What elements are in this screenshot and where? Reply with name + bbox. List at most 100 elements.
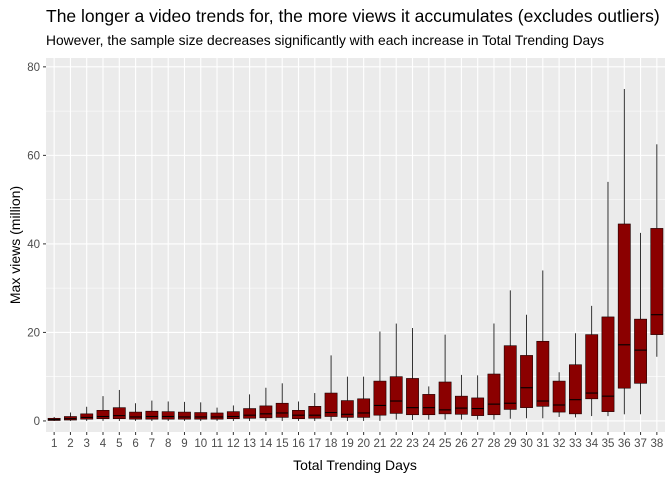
box-3: [80, 406, 94, 421]
box-iqr: [145, 410, 159, 420]
box-iqr: [601, 316, 615, 412]
box-iqr: [422, 394, 436, 416]
boxplot-series: [47, 88, 664, 421]
x-tick-label: 7: [149, 438, 155, 450]
y-tick-label: 40: [27, 239, 40, 251]
box-iqr: [340, 400, 354, 418]
box-17: [308, 393, 322, 421]
y-axis: 0 20 40 60 80: [27, 62, 46, 428]
x-tick-label: 26: [455, 438, 468, 450]
x-tick-label: 16: [292, 438, 305, 450]
y-tick-label: 0: [34, 416, 40, 428]
x-tick-label: 28: [488, 438, 501, 450]
box-19: [340, 376, 354, 421]
x-tick-label: 33: [569, 438, 582, 450]
plot-panel: [46, 58, 665, 432]
chart-subtitle: However, the sample size decreases signi…: [46, 33, 604, 48]
box-iqr: [438, 381, 452, 415]
x-tick-label: 5: [116, 438, 122, 450]
y-tick-label: 60: [27, 150, 40, 162]
box-23: [406, 327, 419, 421]
box-14: [259, 387, 273, 421]
x-tick-label: 22: [390, 438, 403, 450]
box-18: [324, 355, 338, 421]
box-25: [438, 334, 452, 420]
box-2: [64, 412, 77, 421]
x-tick-label: 36: [618, 438, 631, 450]
x-tick-label: 9: [181, 438, 187, 450]
box-iqr: [487, 373, 501, 416]
box-iqr: [650, 228, 664, 335]
x-tick-label: 27: [471, 438, 484, 450]
x-tick-label: 37: [634, 438, 647, 450]
box-38: [650, 144, 664, 357]
box-iqr: [406, 378, 419, 416]
box-20: [357, 376, 371, 421]
x-tick-label: 21: [374, 438, 387, 450]
box-15: [275, 383, 289, 421]
box-iqr: [210, 412, 224, 420]
box-24: [422, 386, 436, 420]
box-29: [503, 290, 517, 419]
box-30: [520, 314, 533, 419]
x-tick-label: 35: [602, 438, 615, 450]
box-iqr: [161, 411, 175, 420]
box-iqr: [520, 355, 533, 408]
box-iqr: [454, 395, 468, 415]
x-tick-label: 23: [406, 438, 419, 450]
box-iqr: [129, 411, 143, 420]
x-tick-label: 2: [67, 438, 73, 450]
x-tick-label: 14: [260, 438, 273, 450]
x-tick-label: 31: [536, 438, 549, 450]
box-6: [129, 403, 143, 421]
x-tick-label: 15: [276, 438, 289, 450]
box-iqr: [471, 397, 485, 416]
x-tick-label: 11: [211, 438, 223, 450]
box-iqr: [178, 411, 191, 420]
box-iqr: [585, 334, 599, 400]
box-32: [552, 372, 566, 417]
x-tick-label: 13: [243, 438, 256, 450]
box-7: [145, 400, 159, 421]
box-iqr: [96, 410, 110, 420]
box-iqr: [243, 408, 257, 419]
x-tick-label: 38: [650, 438, 663, 450]
box-iqr: [634, 318, 647, 384]
box-37: [634, 232, 647, 415]
box-iqr: [226, 411, 240, 420]
box-iqr: [308, 406, 322, 419]
box-21: [373, 331, 387, 421]
x-tick-label: 18: [325, 438, 338, 450]
x-tick-label: 6: [132, 438, 138, 450]
box-28: [487, 323, 501, 420]
box-9: [178, 401, 191, 421]
box-16: [292, 401, 305, 421]
x-tick-label: 19: [341, 438, 354, 450]
box-10: [194, 402, 208, 421]
x-tick-label: 3: [84, 438, 90, 450]
box-4: [96, 396, 110, 421]
y-tick-label: 20: [27, 327, 40, 339]
box-iqr: [617, 223, 631, 389]
box-iqr: [568, 364, 582, 415]
box-iqr: [112, 407, 126, 420]
box-8: [161, 401, 175, 421]
box-iqr: [292, 410, 305, 420]
x-tick-label: 8: [165, 438, 171, 450]
box-5: [112, 389, 126, 421]
x-tick-label: 20: [357, 438, 370, 450]
box-iqr: [389, 376, 403, 414]
x-tick-label: 1: [51, 438, 57, 450]
box-iqr: [373, 380, 387, 416]
box-iqr: [552, 380, 566, 413]
box-iqr: [259, 405, 273, 419]
box-1: [47, 416, 61, 421]
y-tick-label: 80: [27, 62, 40, 74]
box-13: [243, 394, 257, 421]
x-tick-label: 10: [194, 438, 207, 450]
x-tick-label: 30: [520, 438, 533, 450]
x-tick-label: 29: [504, 438, 517, 450]
box-36: [617, 88, 631, 415]
x-axis: 1 2 3 4 5 6 7 8 9 10 11 12 13 14 15 16 17 18 19 20 21 22 23 24 2…: [51, 432, 663, 450]
